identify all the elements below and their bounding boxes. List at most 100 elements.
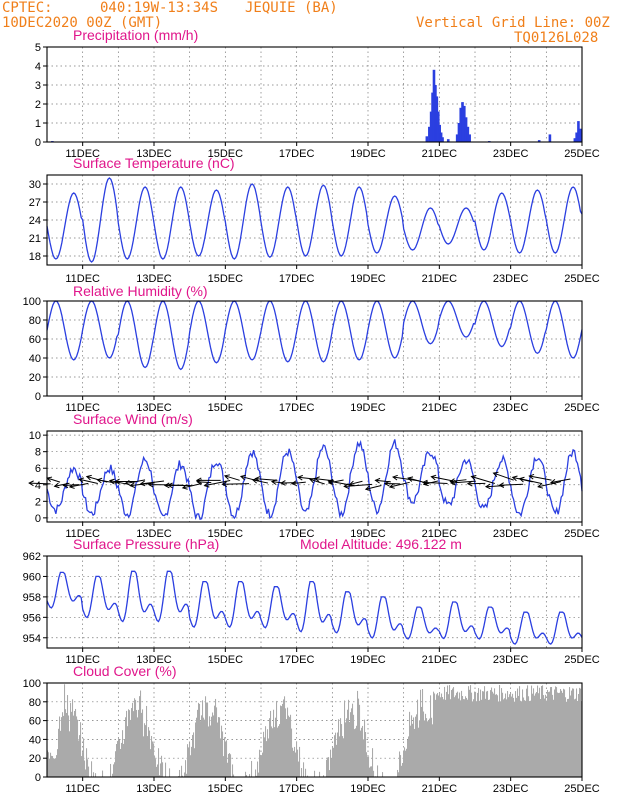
cloud-bar — [372, 748, 374, 777]
cloud-bar — [131, 708, 133, 777]
cloud-bar — [187, 744, 189, 777]
cloud-bar — [56, 755, 58, 777]
precip-bar — [425, 136, 429, 142]
wind-arrowhead — [167, 482, 173, 489]
wind-arrowhead — [53, 482, 60, 489]
x-tick-label: 17DEC — [279, 783, 315, 795]
cloud-bar — [190, 755, 192, 777]
cloud-bar — [287, 707, 289, 777]
cloud-bar — [186, 773, 188, 777]
x-tick-label: 19DEC — [350, 402, 386, 414]
panel-title: Surface Pressure (hPa) — [73, 536, 219, 552]
cloud-bar — [66, 712, 68, 777]
x-tick-label: 19DEC — [350, 783, 386, 795]
cloud-bar — [570, 695, 572, 777]
cloud-bar — [233, 774, 235, 777]
cloud-bar — [499, 684, 501, 777]
panel-frame — [46, 46, 583, 143]
wind-arrowhead — [309, 477, 316, 484]
cloud-bar — [246, 774, 248, 777]
cloud-bar — [264, 737, 266, 777]
wind-arrowhead — [139, 480, 146, 487]
cloud-bar — [360, 730, 362, 777]
cloud-bar — [113, 764, 115, 777]
cloud-bar — [424, 720, 426, 777]
wind-arrowhead — [466, 480, 473, 487]
cloud-bar — [299, 746, 301, 777]
cloud-bar — [193, 732, 195, 777]
y-tick-label: 956 — [23, 612, 41, 624]
cloud-bar — [566, 701, 568, 777]
cloud-bar — [334, 735, 336, 777]
wind-arrow — [471, 476, 495, 485]
cloud-bar — [261, 755, 263, 777]
precip-bar — [434, 85, 437, 142]
cloud-bar — [471, 692, 473, 777]
cloud-bar — [480, 689, 482, 777]
cloud-bar — [516, 697, 518, 777]
cloud-bar — [410, 725, 412, 777]
cloud-bar — [525, 700, 527, 777]
cloud-bar — [58, 728, 60, 777]
cloud-bar — [82, 752, 84, 777]
cloud-bar — [491, 687, 493, 777]
cloud-bar — [91, 761, 93, 777]
cloud-bar — [288, 715, 290, 777]
cloud-bar — [562, 692, 564, 777]
cloud-bar — [533, 688, 535, 777]
cloud-bar — [202, 700, 204, 777]
cloud-bar — [415, 716, 417, 777]
cloud-bar — [459, 692, 461, 777]
cloud-bar — [513, 697, 515, 777]
cloud-bar — [475, 691, 477, 777]
cloud-bar — [402, 763, 404, 777]
cloud-bar — [182, 775, 184, 777]
cloud-bar — [199, 703, 201, 777]
cloud-bar — [258, 772, 260, 777]
x-tick-label: 13DEC — [136, 783, 172, 795]
wind-arrow — [204, 480, 231, 487]
cloud-bar — [296, 741, 298, 777]
cloud-bar — [213, 715, 215, 777]
cloud-bar — [328, 757, 330, 777]
cloud-bar — [158, 748, 160, 777]
header-station: JEQUIE (BA) — [245, 0, 338, 16]
cloud-bar — [123, 743, 125, 777]
panel-title: Surface Temperature (nC) — [73, 155, 235, 171]
cloud-bar — [61, 717, 63, 777]
cloud-bar — [447, 685, 449, 777]
cloud-bar — [200, 721, 202, 777]
wind-arrow — [291, 481, 306, 485]
cloud-bar — [441, 693, 443, 777]
cloud-bar — [85, 769, 87, 777]
cloud-bar — [432, 724, 434, 777]
precip-bar — [468, 134, 471, 142]
cloud-bar — [216, 707, 218, 777]
cloud-bar — [543, 695, 545, 777]
cloud-bar — [568, 698, 570, 777]
cloud-bar — [442, 697, 444, 777]
cloud-bar — [355, 728, 357, 777]
cloud-bar — [357, 690, 359, 777]
y-tick-label: 2 — [35, 99, 41, 111]
wind-arrowhead — [85, 474, 92, 481]
cloud-bar — [539, 687, 541, 777]
cloud-bar — [472, 701, 474, 777]
cloud-bar — [567, 699, 569, 777]
cloud-bar — [88, 766, 90, 777]
cloud-bar — [414, 728, 416, 777]
cloud-bar — [515, 691, 517, 777]
cloud-bar — [141, 712, 143, 777]
x-tick-label: 17DEC — [279, 273, 315, 285]
cloud-bar — [289, 717, 291, 777]
cloud-bar — [342, 736, 344, 777]
cloud-bar — [346, 718, 348, 777]
cloud-bar — [59, 716, 61, 777]
cloud-bar — [363, 739, 365, 777]
cloud-bar — [223, 756, 225, 777]
x-tick-label: 19DEC — [350, 148, 386, 160]
y-tick-label: 954 — [23, 633, 41, 645]
cloud-bar — [277, 727, 279, 777]
cloud-bar — [136, 709, 138, 777]
cloud-bar — [245, 771, 247, 777]
